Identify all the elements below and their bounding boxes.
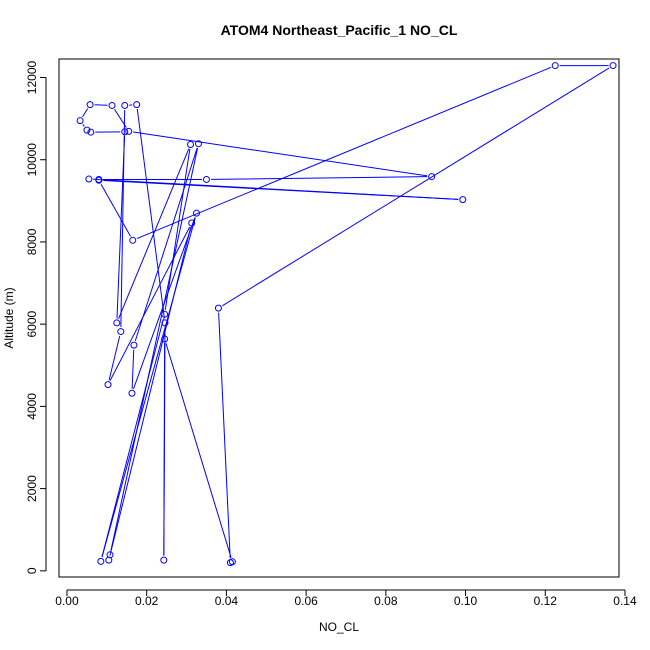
series-segment (132, 217, 196, 390)
data-point (195, 140, 203, 148)
series-segment (164, 148, 191, 310)
data-point (87, 128, 95, 136)
y-tick-label: 6000 (25, 310, 39, 337)
series-segment (109, 226, 191, 381)
x-tick-label: 0.14 (613, 594, 637, 608)
data-point (76, 117, 84, 125)
series-segment (101, 217, 196, 558)
x-tick-label: 0.04 (215, 594, 239, 608)
series-segment (165, 343, 232, 558)
data-point (133, 101, 141, 109)
y-tick-label: 0 (25, 567, 39, 574)
series-segment (136, 66, 552, 240)
data-point (121, 128, 129, 136)
data-point (108, 101, 116, 109)
data-point (125, 127, 133, 135)
x-axis-label: NO_CL (319, 620, 359, 634)
series-lines (82, 65, 610, 559)
series-points (76, 62, 617, 567)
series-segment (134, 147, 198, 342)
data-point (609, 62, 617, 70)
series-segment (103, 180, 459, 200)
data-point (95, 176, 103, 184)
data-point (160, 556, 168, 564)
data-point (130, 341, 138, 349)
data-point (121, 101, 129, 109)
x-tick-label: 0.06 (294, 594, 318, 608)
data-point (202, 175, 210, 183)
series-segment (114, 108, 127, 128)
data-point (188, 219, 196, 227)
series-segment (222, 67, 610, 307)
data-point (459, 196, 467, 204)
x-tick-label: 0.00 (55, 594, 79, 608)
data-point (226, 559, 234, 567)
chart-title: ATOM4 Northeast_Pacific_1 NO_CL (221, 22, 458, 38)
x-tick-label: 0.10 (454, 594, 478, 608)
series-segment (100, 183, 131, 237)
series-segment (116, 136, 126, 319)
data-point (193, 209, 201, 217)
x-axis: 0.00 0.02 0.04 0.06 0.08 0.10 0.12 0.14 (55, 589, 637, 608)
y-tick-label: 12000 (25, 60, 39, 94)
data-point (551, 62, 559, 70)
series-segment (82, 124, 85, 127)
series-segment (110, 147, 199, 551)
data-point (428, 173, 436, 181)
plot-frame (58, 58, 620, 578)
series-segment (118, 148, 190, 319)
y-tick-label: 2000 (25, 475, 39, 502)
data-point (129, 236, 137, 244)
data-point (104, 381, 112, 389)
data-point (161, 335, 169, 343)
data-point (113, 319, 121, 327)
series-segment (163, 327, 166, 556)
y-axis-label: Altitude (m) (2, 287, 16, 348)
data-point (106, 551, 114, 559)
data-point (97, 557, 105, 565)
series-segment (133, 131, 428, 177)
x-tick-label: 0.12 (534, 594, 558, 608)
data-point (85, 175, 93, 183)
series-segment (108, 335, 121, 381)
x-tick-label: 0.02 (135, 594, 159, 608)
series-segment (210, 176, 428, 180)
data-point (187, 141, 195, 149)
x-tick-label: 0.08 (374, 594, 398, 608)
y-tick-label: 10000 (25, 143, 39, 177)
data-point (86, 101, 94, 109)
y-tick-label: 4000 (25, 393, 39, 420)
y-tick-label: 8000 (25, 228, 39, 255)
data-point (161, 319, 169, 327)
series-segment (82, 108, 89, 118)
y-axis: 0 2000 4000 6000 8000 10000 12000 (25, 60, 47, 574)
series-segment (218, 312, 231, 559)
series-segment (101, 318, 164, 558)
data-point (128, 389, 136, 397)
series-segment (136, 109, 165, 319)
data-point (117, 328, 125, 336)
data-point (83, 126, 91, 134)
data-point (214, 304, 222, 312)
series-segment (131, 349, 135, 389)
data-point (161, 310, 169, 318)
